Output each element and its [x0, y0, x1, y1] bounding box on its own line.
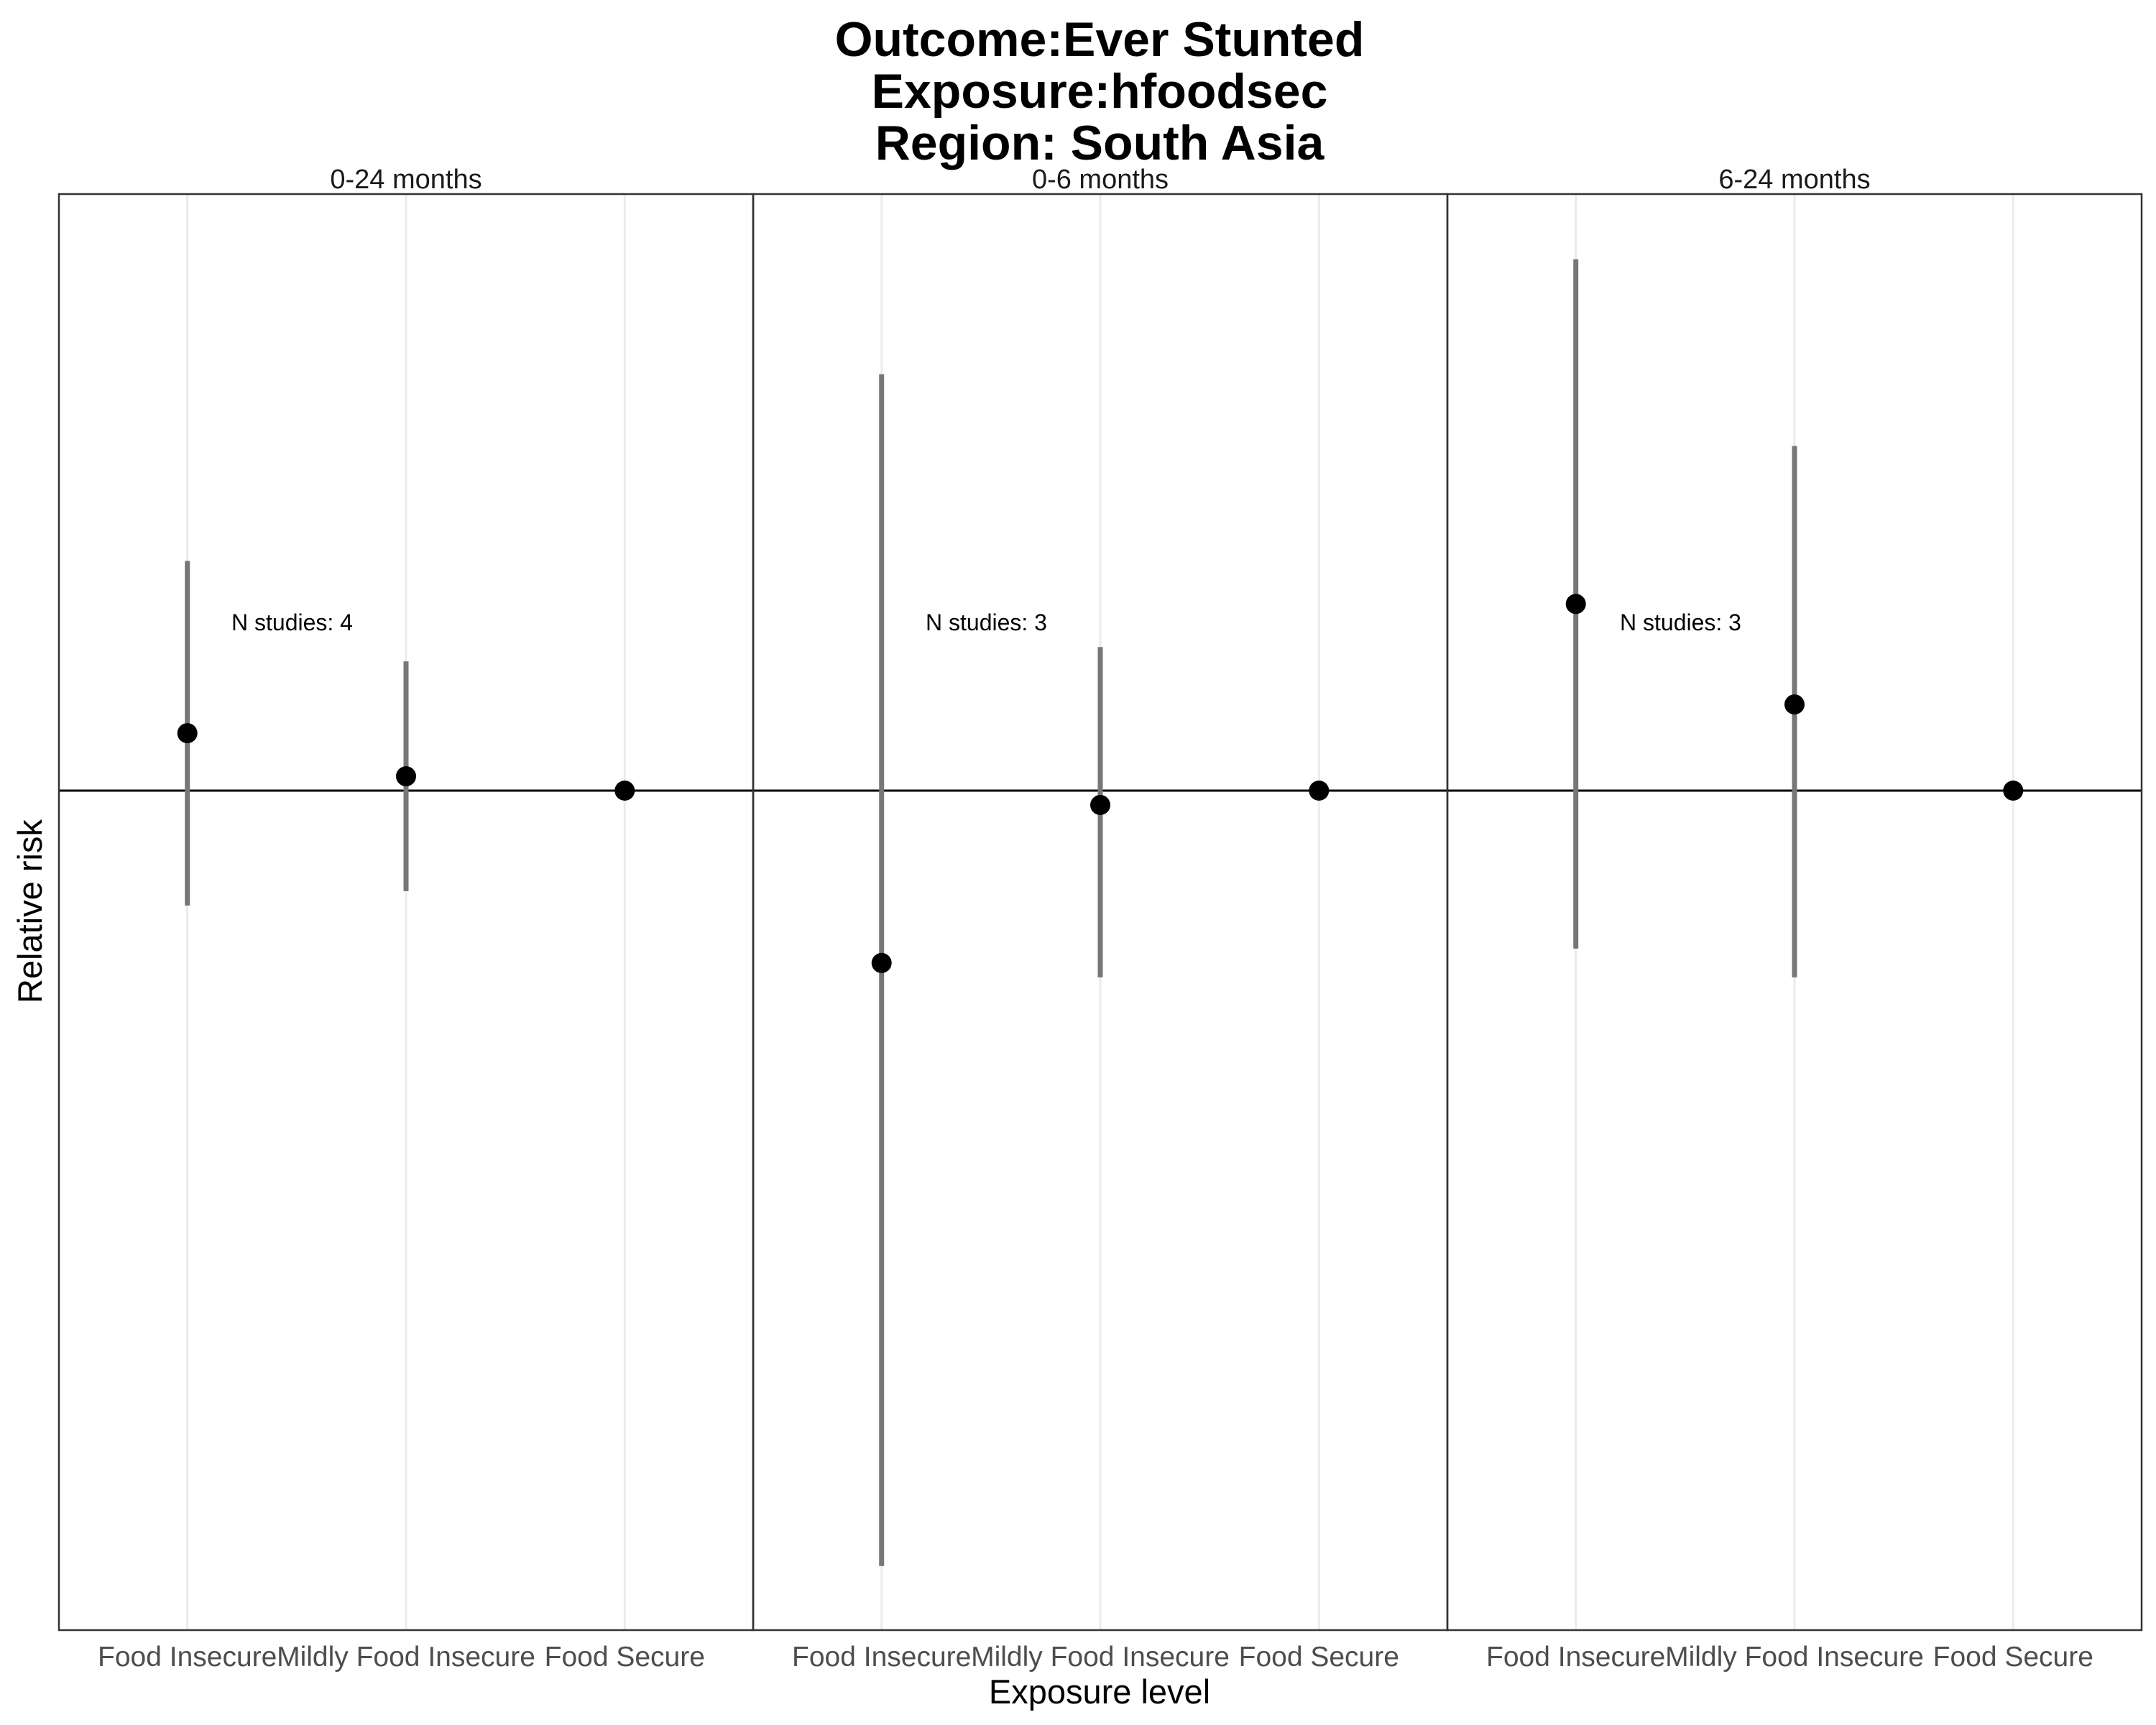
- estimate-point: [871, 952, 892, 973]
- estimate-point: [2003, 781, 2024, 801]
- y-axis-title: Relative risk: [11, 819, 49, 1003]
- x-tick-label: Food Secure: [1933, 1642, 2093, 1673]
- facet-panel: 6-24 months N studies: 3 Food Insecure Mild…: [1446, 165, 2143, 1673]
- x-tick-label: Food Secure: [545, 1642, 705, 1673]
- n-studies-annotation: N studies: 3: [926, 610, 1047, 635]
- estimate-point: [1309, 781, 1330, 801]
- estimate-point: [1565, 594, 1586, 615]
- facet-strip-label: 0-6 months: [1032, 165, 1169, 195]
- facet-strip-label: 6-24 months: [1718, 165, 1870, 195]
- panel-border: [1446, 193, 2143, 1632]
- estimate-point: [177, 723, 198, 744]
- estimate-point: [614, 781, 635, 801]
- n-studies-annotation: N studies: 3: [1620, 610, 1741, 635]
- x-axis-title: Exposure level: [989, 1673, 1210, 1711]
- x-tick-label: Food Insecure: [1486, 1642, 1665, 1673]
- estimate-point: [1784, 694, 1805, 715]
- estimate-point: [396, 766, 416, 787]
- title-line-3: Region: South Asia: [875, 116, 1325, 170]
- facet-panel: 0-24 months N studies: 4 Food Insecure Mild…: [57, 165, 755, 1673]
- title-line-1: Outcome:Ever Stunted: [835, 12, 1365, 67]
- x-tick-label: Mildly Food Insecure: [277, 1642, 535, 1673]
- x-tick-label: Food Insecure: [792, 1642, 971, 1673]
- title-line-2: Exposure:hfoodsec: [872, 64, 1328, 119]
- x-tick-label: Mildly Food Insecure: [1665, 1642, 1924, 1673]
- facet-panel: 0-6 months N studies: 3 Food Insecure Mildl…: [752, 165, 1449, 1673]
- chart-title: Outcome:Ever Stunted Exposure:hfoodsec R…: [835, 12, 1365, 170]
- facet-strip-label: 0-24 months: [330, 165, 482, 195]
- x-tick-label: Food Insecure: [98, 1642, 277, 1673]
- estimate-point: [1090, 794, 1110, 815]
- x-tick-label: Food Secure: [1239, 1642, 1399, 1673]
- x-tick-label: Mildly Food Insecure: [971, 1642, 1230, 1673]
- n-studies-annotation: N studies: 4: [231, 610, 353, 635]
